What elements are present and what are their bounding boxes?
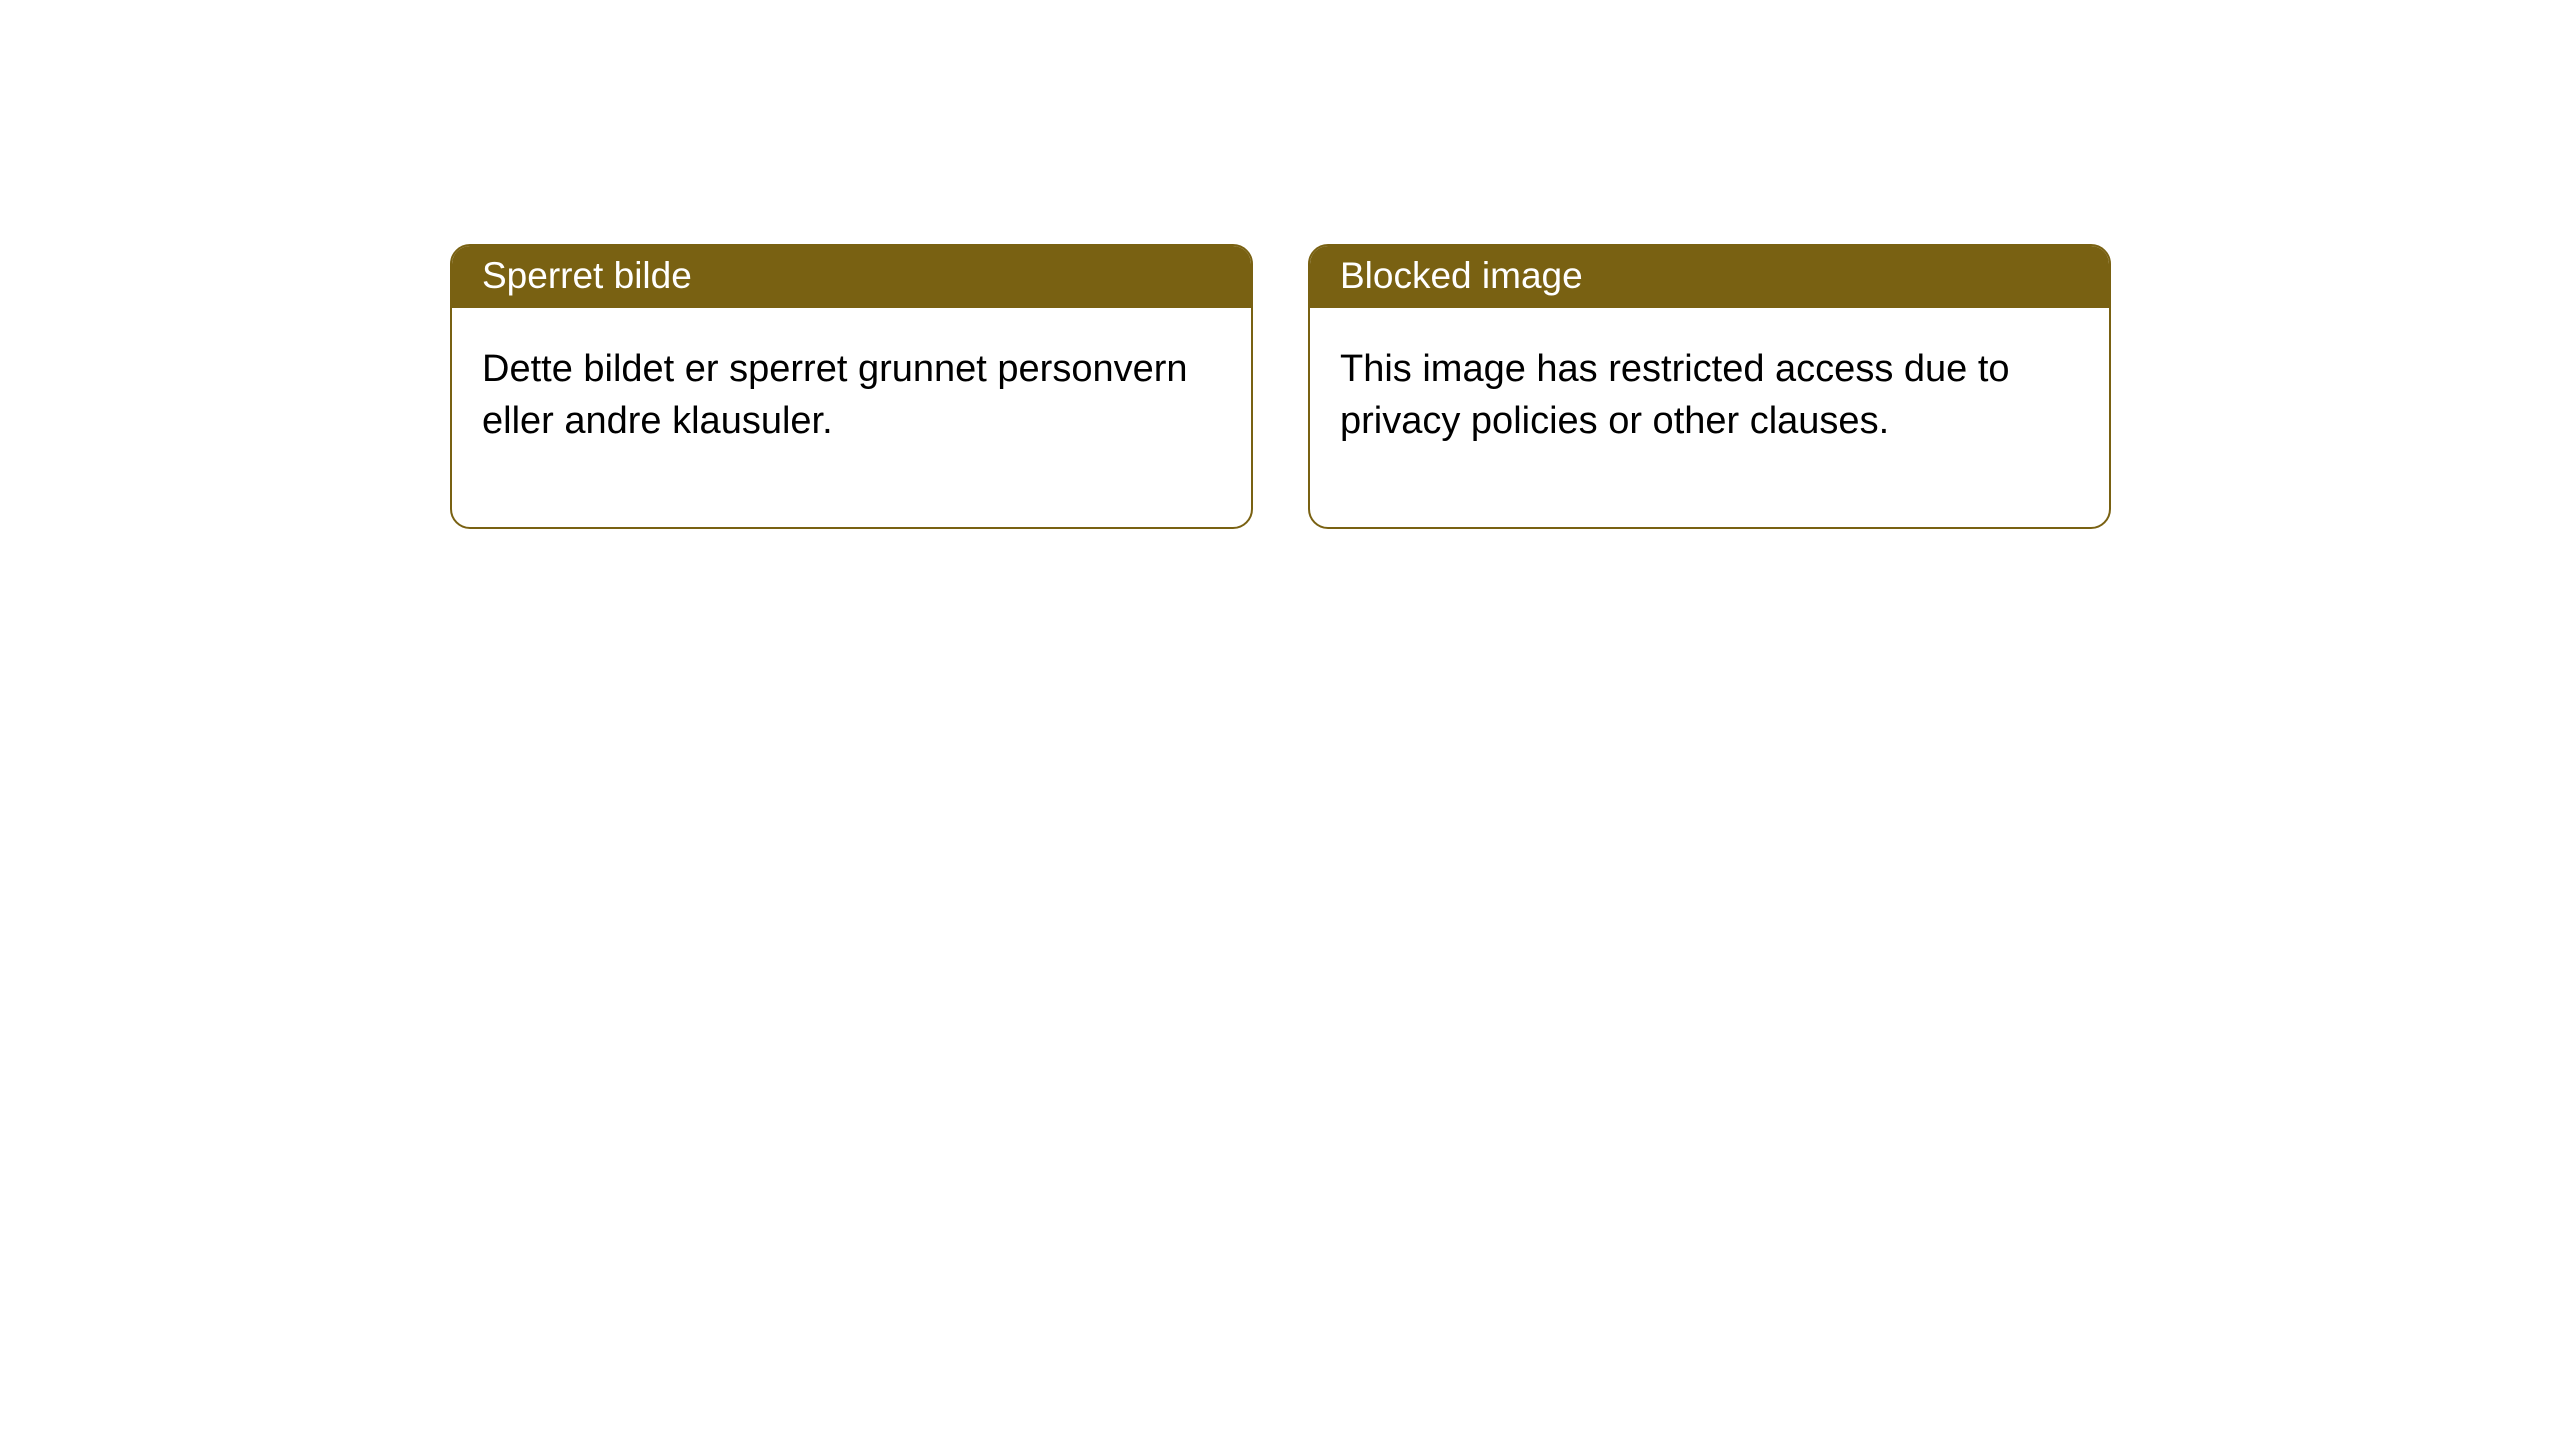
notice-card-message: Dette bildet er sperret grunnet personve… <box>482 348 1188 441</box>
notice-cards-container: Sperret bilde Dette bildet er sperret gr… <box>450 244 2111 529</box>
notice-card-body: Dette bildet er sperret grunnet personve… <box>452 308 1251 527</box>
notice-card-norwegian: Sperret bilde Dette bildet er sperret gr… <box>450 244 1253 529</box>
notice-card-english: Blocked image This image has restricted … <box>1308 244 2111 529</box>
notice-card-header: Sperret bilde <box>452 246 1251 308</box>
notice-card-title: Blocked image <box>1340 255 1583 296</box>
notice-card-body: This image has restricted access due to … <box>1310 308 2109 527</box>
notice-card-title: Sperret bilde <box>482 255 692 296</box>
notice-card-message: This image has restricted access due to … <box>1340 348 2010 441</box>
notice-card-header: Blocked image <box>1310 246 2109 308</box>
